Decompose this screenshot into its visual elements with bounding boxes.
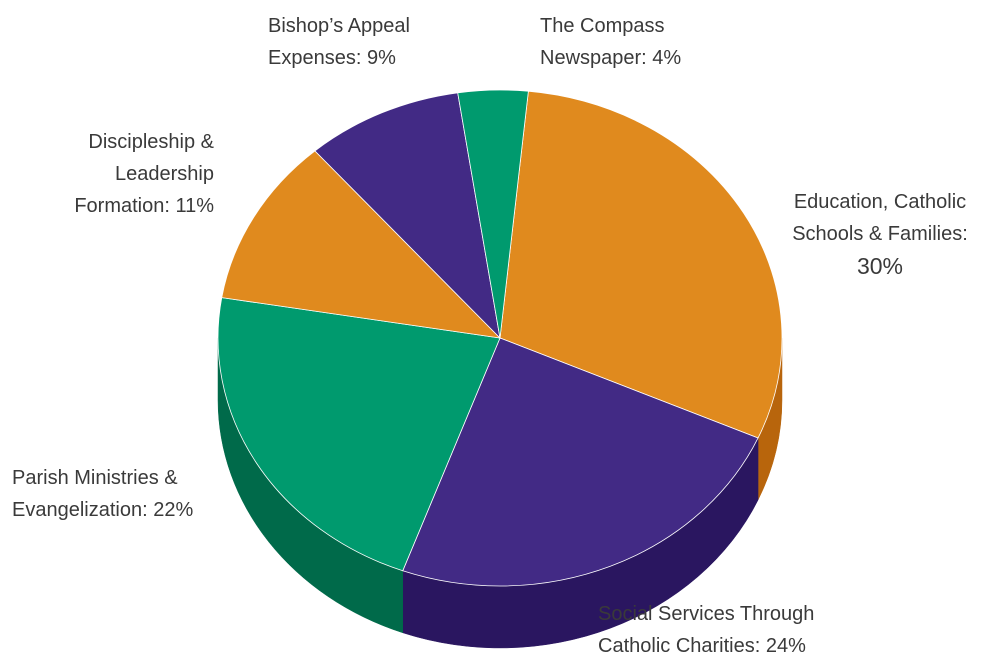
label-bishops-line1: Bishop’s Appeal (268, 15, 410, 37)
label-social-line2: Catholic Charities: 24% (598, 635, 806, 657)
label-compass: The Compass Newspaper: 4% (540, 10, 681, 74)
pie-slice-0 (499, 90, 783, 439)
label-compass-line1: The Compass (540, 15, 665, 37)
label-discipleship-line3: Formation: 11% (74, 195, 214, 217)
label-discipleship-line1: Discipleship & (88, 131, 214, 153)
label-education-line1: Education, Catholic (793, 191, 967, 213)
label-education-line2: Schools & Families: (792, 223, 968, 245)
pie-slice-1 (402, 337, 759, 587)
label-parish: Parish Ministries & Evangelization: 22% (12, 462, 193, 526)
label-parish-line2: Evangelization: 22% (12, 499, 194, 521)
label-parish-line1: Parish Ministries & (12, 467, 178, 489)
label-discipleship: Discipleship & Leadership Formation: 11% (40, 126, 214, 222)
label-bishops-appeal: Bishop’s Appeal Expenses: 9% (268, 10, 410, 74)
label-compass-line2: Newspaper: 4% (540, 47, 682, 69)
label-bishops-line2: Expenses: 9% (268, 47, 396, 69)
label-education: Education, Catholic Schools & Families: … (770, 186, 990, 282)
pie-slice-2 (217, 297, 501, 572)
pie-slice-4 (314, 92, 501, 340)
label-social-line1: Social Services Through (598, 603, 815, 625)
label-social-services: Social Services Through Catholic Chariti… (598, 598, 814, 662)
label-discipleship-line2: Leadership (115, 163, 214, 185)
label-education-line3: 30% (856, 253, 904, 279)
pie-slice-3 (221, 150, 502, 339)
pie-slice-5 (457, 89, 529, 339)
